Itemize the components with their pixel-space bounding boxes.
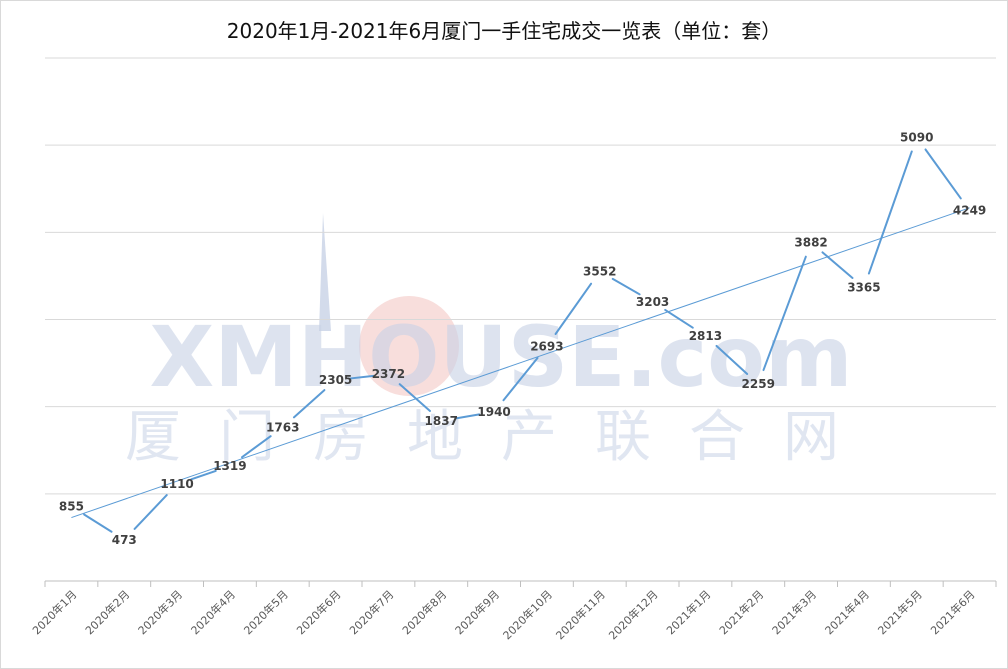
x-axis	[44, 580, 997, 587]
x-tick-label: 2020年8月	[399, 587, 449, 637]
data-label: 2259	[742, 377, 775, 391]
x-tick-label: 2020年4月	[188, 587, 238, 637]
data-label: 3882	[794, 236, 827, 250]
data-label: 5090	[900, 130, 933, 144]
x-tick-label: 2021年6月	[928, 587, 978, 637]
x-tick-label: 2021年3月	[769, 587, 819, 637]
watermark-sun	[359, 296, 459, 396]
x-tick-label: 2020年6月	[294, 587, 344, 637]
data-label: 1110	[160, 477, 193, 491]
x-tick-label: 2021年4月	[822, 587, 872, 637]
data-labels: 855 473 1110 1319 1763 2305 2372 1837 1940 2693 35…	[59, 130, 986, 546]
series-segment	[349, 374, 375, 380]
x-tick-label: 2020年11月	[553, 587, 608, 642]
x-tick-label: 2020年7月	[346, 587, 396, 637]
series-segment	[715, 344, 749, 375]
linear-trendline	[71, 207, 970, 519]
watermark-tower	[319, 213, 331, 331]
gridlines	[45, 57, 996, 495]
series-segment	[664, 308, 694, 329]
series-segment	[398, 383, 432, 412]
x-tick-label: 2020年2月	[82, 587, 132, 637]
series-line	[83, 148, 962, 533]
data-label: 473	[112, 533, 137, 547]
series-segment	[924, 148, 962, 200]
data-label: 1763	[266, 420, 299, 434]
x-tick-label: 2020年1月	[29, 587, 79, 637]
series-segment	[241, 435, 272, 459]
data-label: 1319	[213, 459, 246, 473]
data-label: 855	[59, 499, 84, 513]
watermark-brand: XMHOUSE.com	[149, 308, 852, 406]
trendline	[71, 207, 970, 519]
series-segment	[554, 282, 593, 336]
chart-title: 2020年1月-2021年6月厦门一手住宅成交一览表（单位：套）	[226, 19, 782, 43]
series-segment	[455, 413, 481, 420]
x-tick-label: 2020年5月	[241, 587, 291, 637]
data-label: 3552	[583, 264, 616, 278]
series-segment	[502, 356, 539, 402]
data-label: 1940	[477, 405, 510, 419]
x-tick-label: 2021年1月	[663, 587, 713, 637]
series-segment	[292, 389, 326, 419]
x-tick-label: 2021年2月	[716, 587, 766, 637]
series-segment	[867, 150, 913, 275]
data-label: 3203	[636, 295, 669, 309]
series-segment	[190, 469, 217, 481]
series-segment	[611, 277, 641, 296]
x-tick-label: 2020年12月	[606, 587, 661, 642]
data-label: 2693	[530, 339, 563, 353]
data-label: 1837	[425, 414, 458, 428]
watermark-subtitle: 厦门房地产联合网	[125, 405, 877, 470]
x-tick-label: 2020年10月	[500, 587, 555, 642]
series-segment	[133, 494, 168, 530]
x-tick-label: 2020年9月	[452, 587, 502, 637]
x-tick-label: 2021年5月	[875, 587, 925, 637]
data-label: 3365	[847, 281, 880, 295]
data-label: 2813	[689, 329, 722, 343]
data-label: 2372	[372, 367, 405, 381]
data-label: 4249	[953, 204, 986, 218]
x-tick-labels: 2020年1月 2020年2月 2020年3月 2020年4月 2020年5月 2020年…	[29, 587, 977, 642]
data-label: 2305	[319, 373, 352, 387]
x-tick-label: 2020年3月	[135, 587, 185, 637]
series-segment	[762, 255, 807, 372]
series-segment	[83, 513, 113, 533]
series-segment	[821, 251, 854, 279]
